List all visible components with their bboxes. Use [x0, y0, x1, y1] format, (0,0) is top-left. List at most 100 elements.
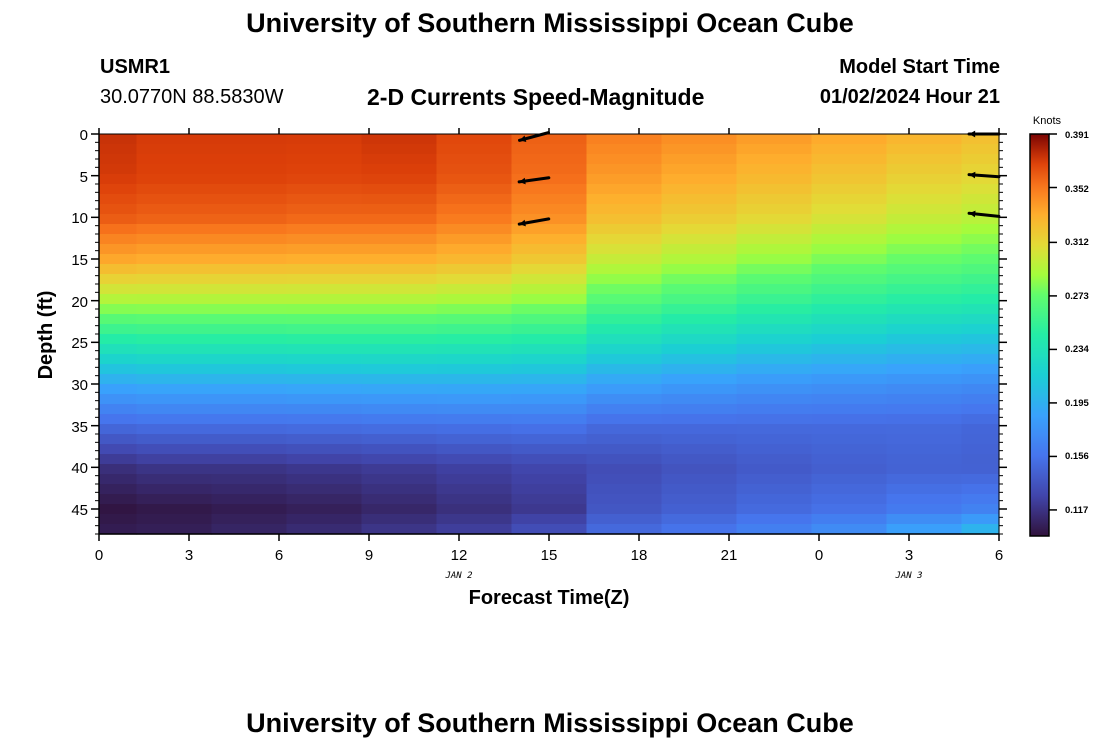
heatmap-cell	[661, 304, 738, 315]
heatmap-cell	[661, 244, 738, 255]
heatmap-cell	[211, 504, 288, 515]
heatmap-cell	[361, 494, 438, 505]
heatmap-cell	[211, 364, 288, 375]
heatmap-cell	[886, 284, 963, 295]
heatmap-cell	[286, 244, 363, 255]
heatmap-cell	[99, 504, 138, 515]
heatmap-cell	[211, 424, 288, 435]
heatmap-cell	[511, 294, 588, 305]
heatmap-cell	[211, 384, 288, 395]
colorbar-label: 0.195	[1065, 398, 1089, 409]
heatmap-cell	[361, 364, 438, 375]
heatmap-cell	[586, 194, 663, 205]
heatmap-cell	[99, 354, 138, 365]
heatmap-cell	[586, 154, 663, 165]
heatmap-cell	[961, 144, 1000, 155]
heatmap-cell	[811, 354, 888, 365]
heatmap-cell	[361, 194, 438, 205]
heatmap-cell	[511, 274, 588, 285]
heatmap-cell	[436, 524, 513, 535]
heatmap-cell	[511, 464, 588, 475]
heatmap-cell	[661, 154, 738, 165]
heatmap-cell	[736, 444, 813, 455]
heatmap-cell	[211, 274, 288, 285]
x-tick-label: 15	[541, 547, 558, 564]
day-label: JAN 3	[894, 571, 922, 581]
vector-head	[969, 171, 976, 179]
heatmap-cell	[136, 254, 213, 265]
heatmap-cell	[211, 164, 288, 175]
heatmap-cell	[736, 484, 813, 495]
heatmap-cell	[361, 334, 438, 345]
heatmap-cell	[211, 434, 288, 445]
heatmap-cell	[661, 514, 738, 525]
heatmap-cell	[136, 284, 213, 295]
heatmap-cell	[361, 474, 438, 485]
heatmap-cell	[211, 294, 288, 305]
heatmap-cell	[586, 384, 663, 395]
heatmap-cell	[586, 344, 663, 355]
heatmap-cell	[436, 254, 513, 265]
model-start-time: 01/02/2024 Hour 21	[819, 86, 1000, 108]
heatmap-cell	[436, 374, 513, 385]
heatmap-cell	[961, 194, 1000, 205]
heatmap-cell	[436, 464, 513, 475]
heatmap-cell	[811, 454, 888, 465]
heatmap-cell	[661, 364, 738, 375]
heatmap-cell	[811, 324, 888, 335]
heatmap-cell	[811, 294, 888, 305]
heatmap-cell	[99, 374, 138, 385]
heatmap-cell	[661, 384, 738, 395]
heatmap-cell	[661, 234, 738, 245]
heatmap-cell	[99, 274, 138, 285]
heatmap-cell	[99, 224, 138, 235]
heatmap-cell	[811, 424, 888, 435]
heatmap-cell	[511, 284, 588, 295]
heatmap-cell	[661, 194, 738, 205]
heatmap-cell	[286, 294, 363, 305]
heatmap-cell	[811, 214, 888, 225]
heatmap-cell	[99, 334, 138, 345]
heatmap-cell	[361, 144, 438, 155]
heatmap-cell	[511, 494, 588, 505]
heatmap-cell	[361, 324, 438, 335]
heatmap-cell	[99, 464, 138, 475]
heatmap-cell	[961, 254, 1000, 265]
heatmap-cell	[736, 164, 813, 175]
heatmap-cell	[511, 504, 588, 515]
heatmap-cell	[286, 274, 363, 285]
heatmap-cell	[811, 404, 888, 415]
heatmap-cell	[661, 284, 738, 295]
heatmap-cell	[886, 134, 963, 145]
heatmap-cell	[886, 354, 963, 365]
heatmap-cell	[886, 194, 963, 205]
heatmap-cell	[211, 524, 288, 535]
heatmap-cell	[99, 314, 138, 325]
heatmap-cell	[961, 324, 1000, 335]
heatmap-cell	[361, 344, 438, 355]
heatmap-cell	[136, 184, 213, 195]
heatmap-cell	[736, 494, 813, 505]
heatmap-cell	[99, 454, 138, 465]
heatmap-cell	[361, 414, 438, 425]
heatmap-cell	[436, 224, 513, 235]
heatmap-cell	[586, 504, 663, 515]
heatmap-cell	[136, 364, 213, 375]
heatmap-cell	[361, 234, 438, 245]
heatmap-cell	[511, 314, 588, 325]
heatmap-cell	[961, 134, 1000, 145]
heatmap-cell	[661, 354, 738, 365]
heatmap-cell	[211, 304, 288, 315]
heatmap-cell	[436, 284, 513, 295]
heatmap-cell	[886, 414, 963, 425]
heatmap-cell	[136, 214, 213, 225]
heatmap-cell	[436, 154, 513, 165]
heatmap-cell	[736, 424, 813, 435]
heatmap-cell	[736, 254, 813, 265]
heatmap-cell	[361, 424, 438, 435]
heatmap-cell	[586, 274, 663, 285]
colorbar-label: 0.391	[1065, 130, 1089, 141]
heatmap-cell	[361, 214, 438, 225]
heatmap-cell	[361, 434, 438, 445]
